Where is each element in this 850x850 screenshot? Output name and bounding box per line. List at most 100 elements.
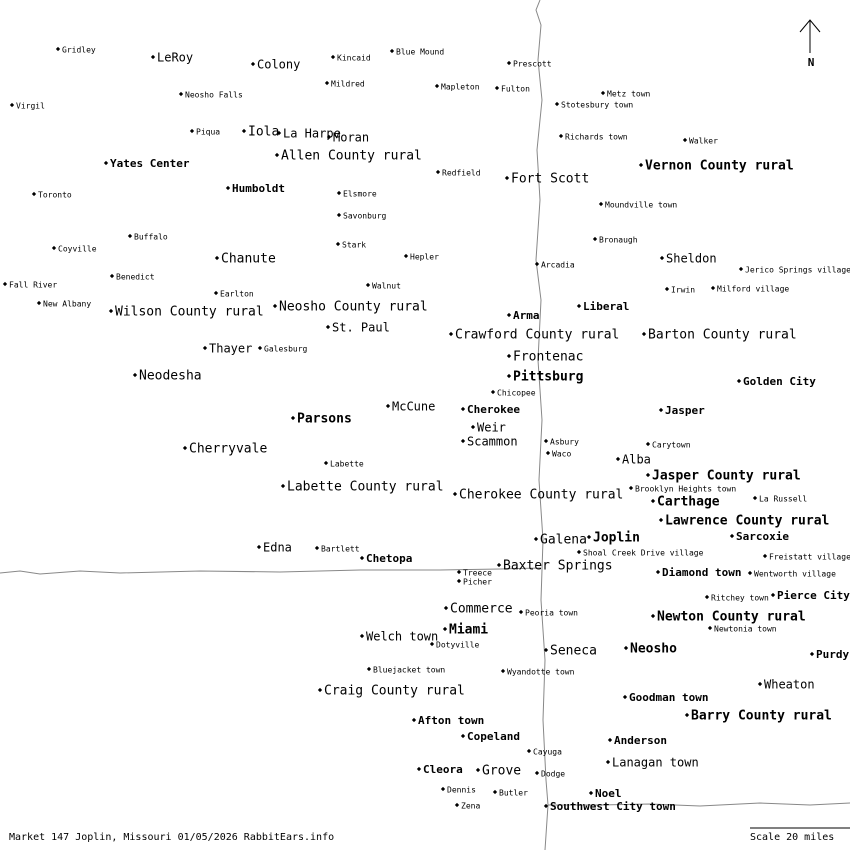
place-label: Carthage (657, 495, 720, 510)
place-marker (534, 770, 540, 776)
place-label: Freistatt village (769, 553, 850, 562)
place-label: Sheldon (666, 252, 717, 266)
place-label: Liberal (583, 300, 629, 313)
place-label: Cherokee County rural (459, 488, 623, 503)
place-label: Chanute (221, 252, 276, 267)
place-label: Seneca (550, 644, 597, 659)
place-label: Barton County rural (648, 328, 797, 343)
place-label: Cherokee (467, 403, 520, 416)
place-marker (202, 345, 208, 351)
place-marker (460, 733, 466, 739)
place-marker (638, 162, 644, 168)
place-label: La Russell (759, 495, 807, 504)
place-label: Southwest City town (550, 800, 676, 813)
place-label: Arma (513, 309, 540, 322)
place-label: Goodman town (629, 691, 708, 704)
place-marker (655, 569, 661, 575)
place-label: Richards town (565, 133, 628, 142)
place-marker (658, 517, 664, 523)
place-label: Allen County rural (281, 149, 422, 164)
place-marker (526, 748, 532, 754)
place-marker (576, 549, 582, 555)
place-marker (710, 285, 716, 291)
place-marker (770, 592, 776, 598)
place-label: Colony (257, 58, 300, 72)
place-label: Coyville (58, 245, 97, 254)
place-marker (757, 681, 763, 687)
place-label: Metz town (607, 90, 651, 99)
place-marker (628, 485, 634, 491)
place-label: Dennis (447, 786, 476, 795)
place-marker (150, 54, 156, 60)
place-marker (366, 666, 372, 672)
place-label: Buffalo (134, 233, 168, 242)
place-marker (543, 647, 549, 653)
place-label: Bluejacket town (373, 666, 445, 675)
place-label: Savonburg (343, 212, 387, 221)
place-label: Irwin (671, 286, 695, 295)
place-marker (385, 403, 391, 409)
place-label: Virgil (16, 102, 45, 111)
place-marker (475, 767, 481, 773)
place-marker (323, 460, 329, 466)
place-label: LeRoy (157, 51, 193, 65)
place-label: Treece (463, 569, 492, 578)
place-label: Pierce City (777, 589, 850, 602)
place-label: Toronto (38, 191, 72, 200)
place-marker (506, 373, 512, 379)
place-label: Humboldt (232, 182, 285, 195)
place-label: Cayuga (533, 748, 562, 757)
place-label: Craig County rural (324, 684, 465, 699)
place-label: Jasper (665, 404, 705, 417)
place-label: Miami (449, 623, 488, 638)
place-marker (416, 766, 422, 772)
place-label: Wilson County rural (115, 305, 264, 320)
place-marker (178, 91, 184, 97)
place-label: Stotesbury town (561, 101, 633, 110)
place-label: Picher (463, 578, 492, 587)
place-marker (460, 406, 466, 412)
state-border (0, 567, 542, 575)
place-marker (214, 255, 220, 261)
place-label: Prescott (513, 60, 552, 69)
place-marker (598, 201, 604, 207)
place-label: Elsmore (343, 190, 377, 199)
place-label: Yates Center (110, 157, 190, 170)
place-label: Blue Mound (396, 48, 444, 57)
place-label: Gridley (62, 46, 96, 55)
place-label: Sarcoxie (736, 530, 789, 543)
place-marker (470, 424, 476, 430)
place-marker (359, 555, 365, 561)
place-label: Diamond town (662, 566, 741, 579)
place-marker (615, 456, 621, 462)
place-label: Jerico Springs village (745, 266, 850, 275)
place-label: Butler (499, 789, 528, 798)
place-label: Jasper County rural (652, 469, 801, 484)
place-marker (127, 233, 133, 239)
place-label: Copeland (467, 730, 520, 743)
place-marker (490, 389, 496, 395)
place-marker (403, 253, 409, 259)
place-marker (641, 331, 647, 337)
state-border (548, 802, 850, 807)
footer-caption: Market 147 Joplin, Missouri 01/05/2026 R… (9, 832, 334, 843)
place-label: Mapleton (441, 83, 480, 92)
place-marker (659, 255, 665, 261)
place-label: Arcadia (541, 261, 575, 270)
place-label: Mildred (331, 80, 365, 89)
place-marker (658, 407, 664, 413)
place-label: Fulton (501, 85, 530, 94)
place-label: Dodge (541, 770, 565, 779)
place-label: Moran (333, 131, 369, 145)
place-marker (506, 353, 512, 359)
place-label: Weir (477, 421, 506, 435)
place-label: Barry County rural (691, 709, 832, 724)
place-label: Pittsburg (513, 370, 583, 385)
place-label: Chicopee (497, 389, 536, 398)
place-marker (645, 472, 651, 478)
place-label: Crawford County rural (455, 328, 619, 343)
place-label: Carytown (652, 441, 691, 450)
place-label: Wentworth village (754, 570, 836, 579)
place-marker (518, 609, 524, 615)
place-label: Labette County rural (287, 480, 444, 495)
